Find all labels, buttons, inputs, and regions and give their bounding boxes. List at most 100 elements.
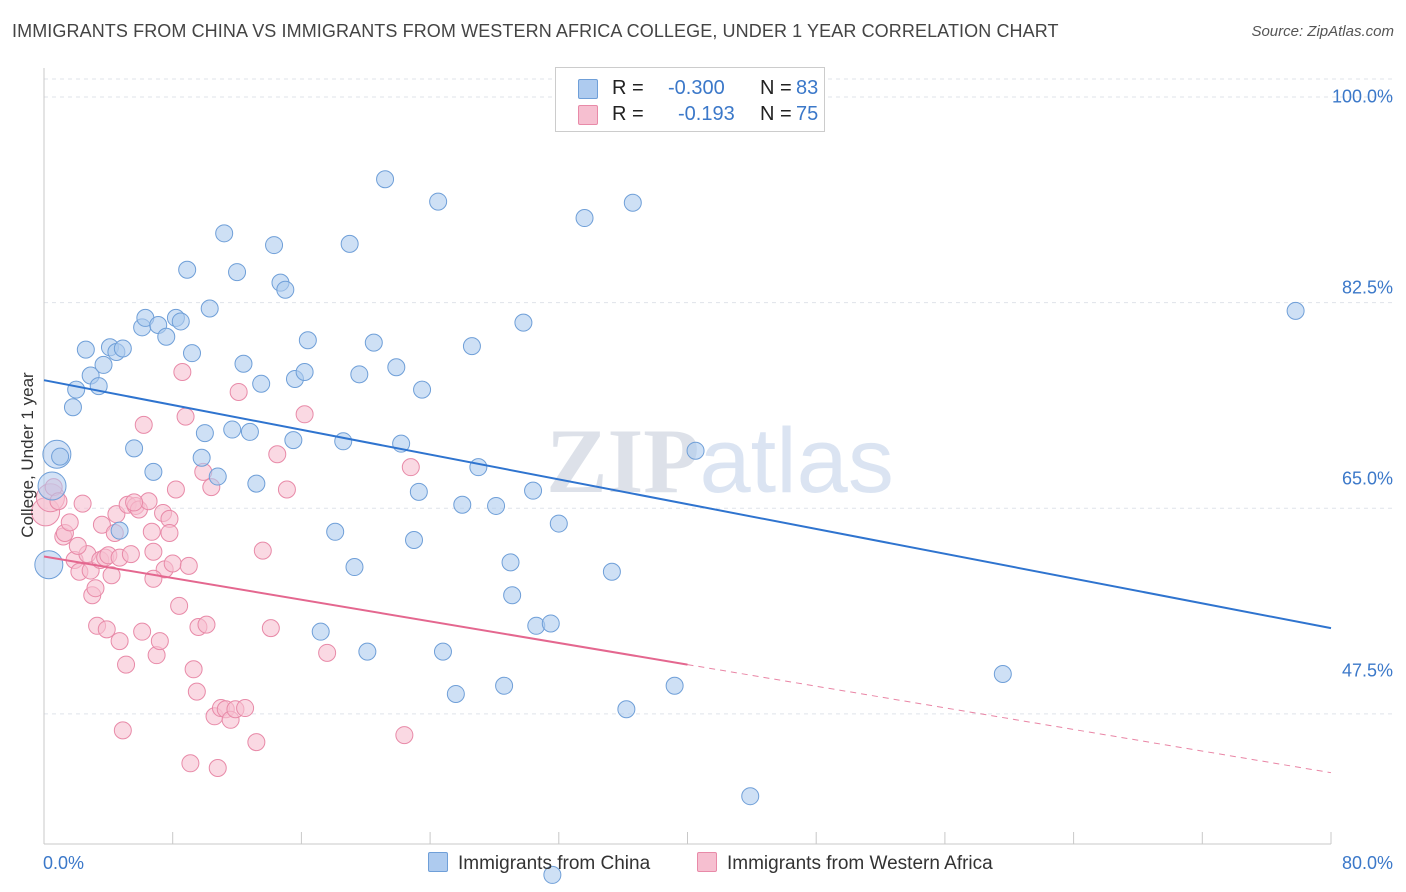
china-point [51,447,70,466]
western-africa-point [92,515,111,534]
china-point [284,431,303,450]
china-point [433,642,452,661]
n-label: N = [760,103,792,125]
watermark: ZIPatlas [546,410,894,512]
western-africa-point [253,541,272,560]
series-china-points [34,170,1305,884]
china-point [993,664,1012,683]
y-tick-label: 82.5% [1341,277,1393,298]
china-point [334,432,353,451]
china-point [364,333,383,352]
western-africa-point [121,545,140,564]
china-legend-swatch [428,852,448,872]
western-africa-point [247,733,266,752]
china-point [144,462,163,481]
y-tick-label: 47.5% [1341,660,1393,681]
china-point [495,676,514,695]
western-africa-point [401,458,420,477]
china-point [387,358,406,377]
x-tick-label-right: 80.0% [1341,853,1393,873]
western-africa-point [187,682,206,701]
china-point [34,550,64,580]
china-point [623,193,642,212]
western-africa-point [117,655,136,674]
china-point [543,865,562,884]
china-point [665,676,684,695]
china-point [240,422,259,441]
china-point [37,471,67,501]
western-africa-swatch [578,105,598,125]
western-africa-point [179,556,198,575]
china-point [195,424,214,443]
western-africa-point [60,513,79,532]
legend-item-china: Immigrants from China [428,852,650,875]
china-point [67,380,86,399]
china-point [76,340,95,359]
western-africa-point [86,579,105,598]
western-africa-point [133,622,152,641]
china-point [110,521,129,540]
western-africa-point [163,554,182,573]
china-point [215,224,234,243]
china-point [541,614,560,633]
china-point [125,439,144,458]
n-label: N = [760,77,792,99]
western-africa-point [229,382,248,401]
china-point [741,787,760,806]
china-point [469,458,488,477]
china-point [63,398,82,417]
y-axis-label: College, Under 1 year [18,372,37,538]
china-point [429,192,448,211]
china-point [223,420,242,439]
r-value: -0.193 [678,103,735,125]
china-point [602,562,621,581]
china-point [345,558,364,577]
western-africa-point [102,566,121,585]
china-point [462,337,481,356]
x-tick-label-left: 0.0% [43,853,85,873]
western-africa-legend-swatch [697,852,717,872]
western-africa-point [208,758,227,777]
y-tick-label: 65.0% [1341,468,1393,489]
western-africa-point [170,596,189,615]
china-point [686,441,705,460]
china-point [171,312,190,331]
n-value: 75 [796,103,819,125]
china-trend-line [43,379,1332,630]
western-africa-point [395,726,414,745]
n-value: 83 [796,77,819,99]
china-point [252,374,271,393]
china-point [200,299,219,318]
western-africa-point [318,643,337,662]
western-africa-point [142,522,161,541]
china-point [113,339,132,358]
western-africa-point [73,494,92,513]
western-africa-point [173,362,192,381]
china-point [298,331,317,350]
china-point [617,700,636,719]
china-swatch [578,79,598,99]
chart-title: IMMIGRANTS FROM CHINA VS IMMIGRANTS FROM… [12,21,1059,41]
china-point [157,327,176,346]
western-africa-point [110,632,129,651]
western-africa-point [197,615,216,634]
r-label: R = [612,103,644,125]
china-point [265,236,284,255]
western-africa-point [144,542,163,561]
china-point [413,380,432,399]
china-point [549,514,568,533]
china-point [487,496,506,515]
western-africa-point [134,415,153,434]
china-point [446,684,465,703]
western-africa-point [261,619,280,638]
china-point [208,467,227,486]
china-point [453,495,472,514]
western-africa-trend-line [43,555,688,666]
trend-lines [43,379,1332,774]
western-africa-point [184,660,203,679]
legend-item-western-africa: Immigrants from Western Africa [697,852,993,875]
western-africa-legend-label: Immigrants from Western Africa [727,853,993,874]
china-point [409,482,428,501]
china-point [358,642,377,661]
china-point [178,260,197,279]
